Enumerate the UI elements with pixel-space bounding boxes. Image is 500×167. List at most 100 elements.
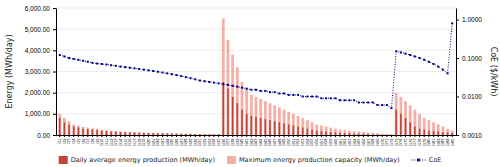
marker bbox=[423, 59, 425, 61]
bar bbox=[119, 131, 122, 135]
marker bbox=[320, 97, 322, 99]
bar bbox=[390, 134, 393, 135]
bar bbox=[78, 128, 80, 135]
bar bbox=[273, 105, 276, 135]
tick-mark bbox=[111, 135, 112, 137]
bar bbox=[391, 134, 393, 135]
tick-mark bbox=[101, 135, 102, 137]
bar bbox=[77, 125, 80, 135]
bar bbox=[213, 134, 216, 135]
marker bbox=[138, 68, 140, 70]
tick-label: 0.1000 bbox=[462, 55, 482, 62]
bar bbox=[423, 130, 425, 135]
tick-label: 0.0010 bbox=[462, 132, 482, 139]
marker bbox=[278, 92, 280, 94]
marker bbox=[152, 70, 154, 72]
bar bbox=[437, 132, 439, 135]
bar bbox=[363, 134, 365, 135]
tick-mark bbox=[410, 135, 411, 137]
bar bbox=[110, 132, 112, 135]
bar bbox=[204, 134, 206, 135]
bar bbox=[381, 134, 384, 135]
bar bbox=[287, 112, 290, 135]
bar bbox=[288, 124, 290, 135]
marker bbox=[236, 86, 238, 88]
bar bbox=[213, 134, 215, 135]
bar bbox=[189, 134, 192, 135]
marker bbox=[260, 90, 262, 92]
marker bbox=[166, 72, 168, 74]
tick-mark bbox=[438, 135, 439, 137]
tick-mark bbox=[246, 135, 247, 137]
bar bbox=[301, 118, 304, 135]
bar bbox=[64, 122, 66, 135]
marker bbox=[129, 67, 131, 69]
bar bbox=[320, 125, 323, 135]
bar bbox=[400, 114, 402, 135]
tick: G85 bbox=[450, 135, 455, 146]
bar bbox=[199, 134, 202, 135]
bar bbox=[432, 122, 435, 135]
bar bbox=[413, 110, 416, 135]
bar bbox=[73, 127, 75, 135]
bar bbox=[418, 114, 421, 135]
tick-mark bbox=[321, 135, 322, 137]
marker bbox=[222, 83, 224, 85]
bar bbox=[409, 105, 412, 135]
tick-label: 6,000.00 bbox=[25, 5, 51, 12]
tick-mark bbox=[53, 50, 56, 51]
tick-mark bbox=[358, 135, 359, 137]
bar bbox=[142, 132, 145, 135]
tick-mark bbox=[302, 135, 303, 137]
marker bbox=[213, 82, 215, 84]
tick-mark bbox=[307, 135, 308, 137]
tick-mark bbox=[176, 135, 177, 137]
bar bbox=[180, 134, 182, 135]
bar bbox=[409, 122, 411, 135]
bar bbox=[255, 117, 257, 135]
tick-label: 0.00 bbox=[37, 132, 50, 139]
bar bbox=[381, 134, 383, 135]
bar bbox=[185, 134, 188, 135]
bar bbox=[353, 134, 355, 135]
bar bbox=[82, 127, 85, 135]
bar bbox=[58, 114, 61, 135]
bar bbox=[157, 133, 159, 135]
bar bbox=[96, 130, 98, 135]
marker bbox=[101, 63, 103, 65]
marker bbox=[77, 59, 79, 61]
tick-mark bbox=[181, 135, 182, 137]
marker bbox=[110, 64, 112, 66]
tick-label: 3,000.00 bbox=[25, 68, 51, 75]
bar bbox=[385, 134, 388, 135]
bar bbox=[260, 118, 262, 135]
legend: Daily average energy production (MWh/day… bbox=[59, 156, 442, 164]
legend-swatch bbox=[412, 160, 426, 161]
tick-mark bbox=[241, 135, 242, 137]
tick-mark bbox=[456, 58, 459, 59]
tick-mark bbox=[125, 135, 126, 137]
bar bbox=[241, 110, 243, 135]
bar bbox=[334, 129, 337, 135]
tick-mark bbox=[185, 135, 186, 137]
marker bbox=[105, 63, 107, 65]
marker bbox=[348, 99, 350, 101]
bar bbox=[283, 123, 285, 135]
bar bbox=[348, 131, 351, 135]
plot-area bbox=[58, 19, 453, 135]
bar bbox=[446, 129, 449, 135]
bar bbox=[246, 114, 248, 135]
bar bbox=[269, 103, 272, 135]
tick-mark bbox=[53, 29, 56, 30]
tick-mark bbox=[419, 135, 420, 137]
tick-mark bbox=[456, 20, 459, 21]
bar bbox=[265, 119, 267, 135]
tick-mark bbox=[400, 135, 401, 137]
bar bbox=[114, 131, 117, 135]
marker bbox=[264, 90, 266, 92]
marker bbox=[162, 72, 164, 74]
bar bbox=[217, 134, 220, 135]
tick-mark bbox=[414, 135, 415, 137]
bar bbox=[343, 130, 346, 135]
marker bbox=[414, 55, 416, 57]
